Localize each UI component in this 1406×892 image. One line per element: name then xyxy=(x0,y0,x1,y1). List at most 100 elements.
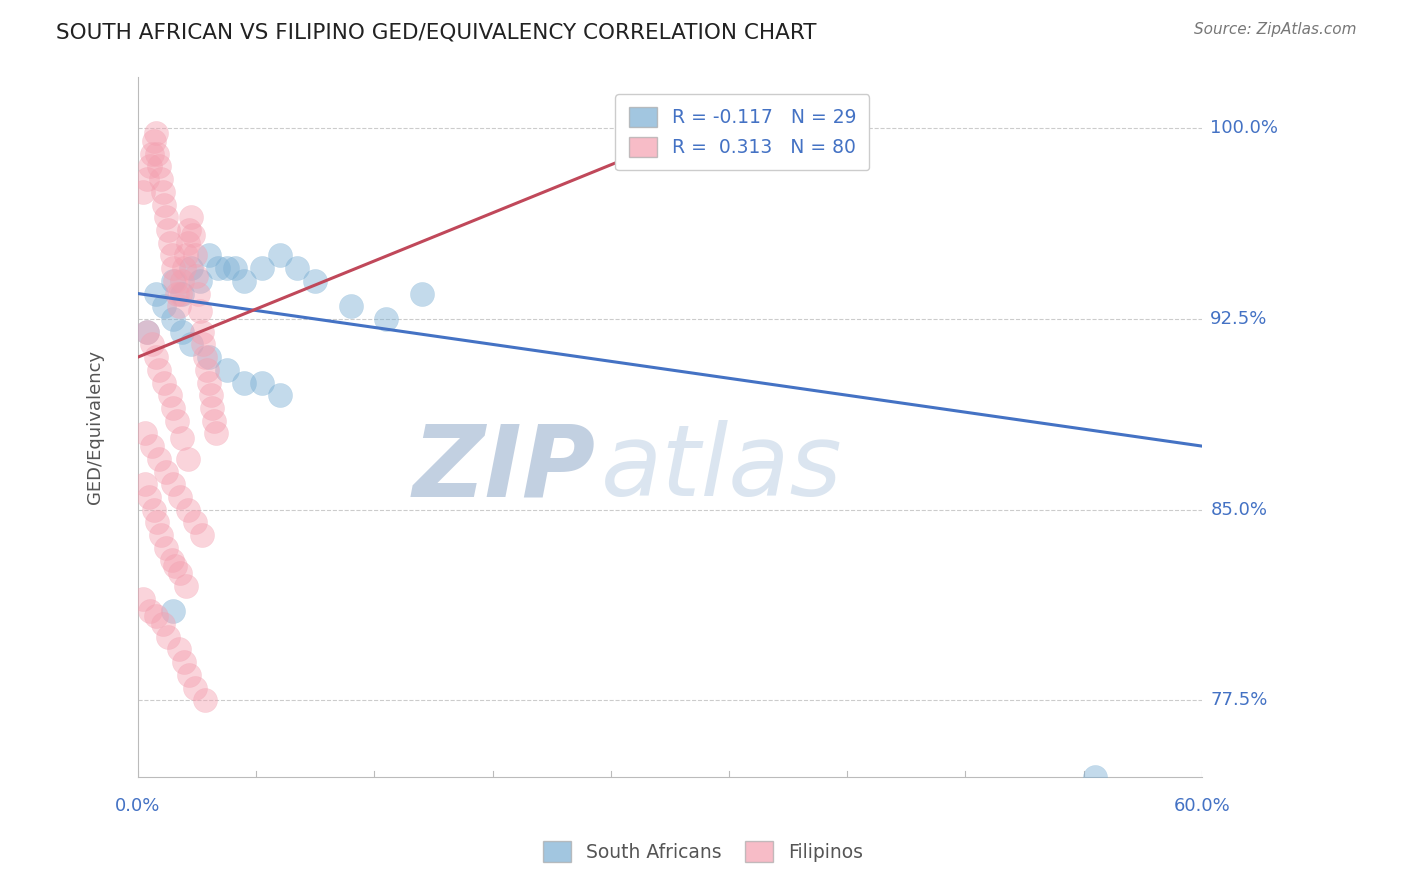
Point xyxy=(169,566,191,581)
Point xyxy=(339,299,361,313)
Point xyxy=(176,451,198,466)
Point xyxy=(162,477,184,491)
Point xyxy=(149,528,172,542)
Point xyxy=(250,261,273,276)
Point xyxy=(135,325,157,339)
Point xyxy=(134,426,156,441)
Point xyxy=(160,553,183,567)
Point xyxy=(269,388,291,402)
Point xyxy=(162,312,184,326)
Point xyxy=(148,451,170,466)
Point xyxy=(169,286,191,301)
Point xyxy=(162,274,184,288)
Point xyxy=(139,604,162,618)
Point xyxy=(146,516,169,530)
Point xyxy=(159,388,181,402)
Point xyxy=(174,248,197,262)
Point xyxy=(157,223,180,237)
Point xyxy=(149,172,172,186)
Text: SOUTH AFRICAN VS FILIPINO GED/EQUIVALENCY CORRELATION CHART: SOUTH AFRICAN VS FILIPINO GED/EQUIVALENC… xyxy=(56,22,817,42)
Point xyxy=(169,490,191,504)
Point xyxy=(195,363,218,377)
Legend: R = -0.117   N = 29, R =  0.313   N = 80: R = -0.117 N = 29, R = 0.313 N = 80 xyxy=(616,94,869,170)
Text: 92.5%: 92.5% xyxy=(1211,310,1268,328)
Point xyxy=(188,304,211,318)
Text: 85.0%: 85.0% xyxy=(1211,500,1267,518)
Point xyxy=(172,274,194,288)
Point xyxy=(160,248,183,262)
Text: 0.0%: 0.0% xyxy=(115,797,160,815)
Point xyxy=(172,325,194,339)
Point xyxy=(142,502,165,516)
Point xyxy=(146,146,169,161)
Point xyxy=(304,274,326,288)
Point xyxy=(132,591,155,606)
Point xyxy=(215,363,238,377)
Point xyxy=(176,502,198,516)
Point xyxy=(155,541,177,555)
Text: Source: ZipAtlas.com: Source: ZipAtlas.com xyxy=(1194,22,1357,37)
Point xyxy=(148,160,170,174)
Point xyxy=(141,337,163,351)
Point xyxy=(165,274,187,288)
Point xyxy=(148,363,170,377)
Point xyxy=(153,197,176,211)
Point xyxy=(190,325,212,339)
Point xyxy=(201,401,224,415)
Point xyxy=(180,211,202,225)
Point xyxy=(152,617,174,632)
Point xyxy=(198,248,221,262)
Point xyxy=(1084,770,1107,784)
Point xyxy=(198,376,221,390)
Point xyxy=(224,261,246,276)
Point xyxy=(179,668,201,682)
Point xyxy=(145,127,167,141)
Point xyxy=(188,274,211,288)
Point xyxy=(173,655,195,669)
Point xyxy=(145,350,167,364)
Point xyxy=(233,376,256,390)
Point xyxy=(153,376,176,390)
Point xyxy=(152,185,174,199)
Point xyxy=(194,350,217,364)
Point xyxy=(193,337,215,351)
Point xyxy=(157,630,180,644)
Point xyxy=(135,172,157,186)
Point xyxy=(132,185,155,199)
Point xyxy=(172,432,194,446)
Text: GED/Equivalency: GED/Equivalency xyxy=(86,350,104,504)
Point xyxy=(162,604,184,618)
Point xyxy=(141,439,163,453)
Point xyxy=(166,286,188,301)
Point xyxy=(162,401,184,415)
Point xyxy=(141,146,163,161)
Point xyxy=(183,248,205,262)
Text: 77.5%: 77.5% xyxy=(1211,691,1268,709)
Point xyxy=(172,286,194,301)
Point xyxy=(287,261,309,276)
Point xyxy=(138,490,160,504)
Point xyxy=(145,286,167,301)
Point xyxy=(159,235,181,250)
Legend: South Africans, Filipinos: South Africans, Filipinos xyxy=(536,834,870,869)
Point xyxy=(142,134,165,148)
Point xyxy=(186,268,208,283)
Point xyxy=(181,228,204,243)
Point xyxy=(202,414,225,428)
Point xyxy=(174,579,197,593)
Point xyxy=(198,350,221,364)
Point xyxy=(173,261,195,276)
Point xyxy=(215,261,238,276)
Point xyxy=(269,248,291,262)
Point xyxy=(183,516,205,530)
Text: atlas: atlas xyxy=(600,420,842,517)
Point xyxy=(139,160,162,174)
Point xyxy=(187,286,209,301)
Point xyxy=(205,426,228,441)
Point xyxy=(190,528,212,542)
Point xyxy=(200,388,222,402)
Point xyxy=(180,261,202,276)
Point xyxy=(179,223,201,237)
Point xyxy=(250,376,273,390)
Point xyxy=(153,299,176,313)
